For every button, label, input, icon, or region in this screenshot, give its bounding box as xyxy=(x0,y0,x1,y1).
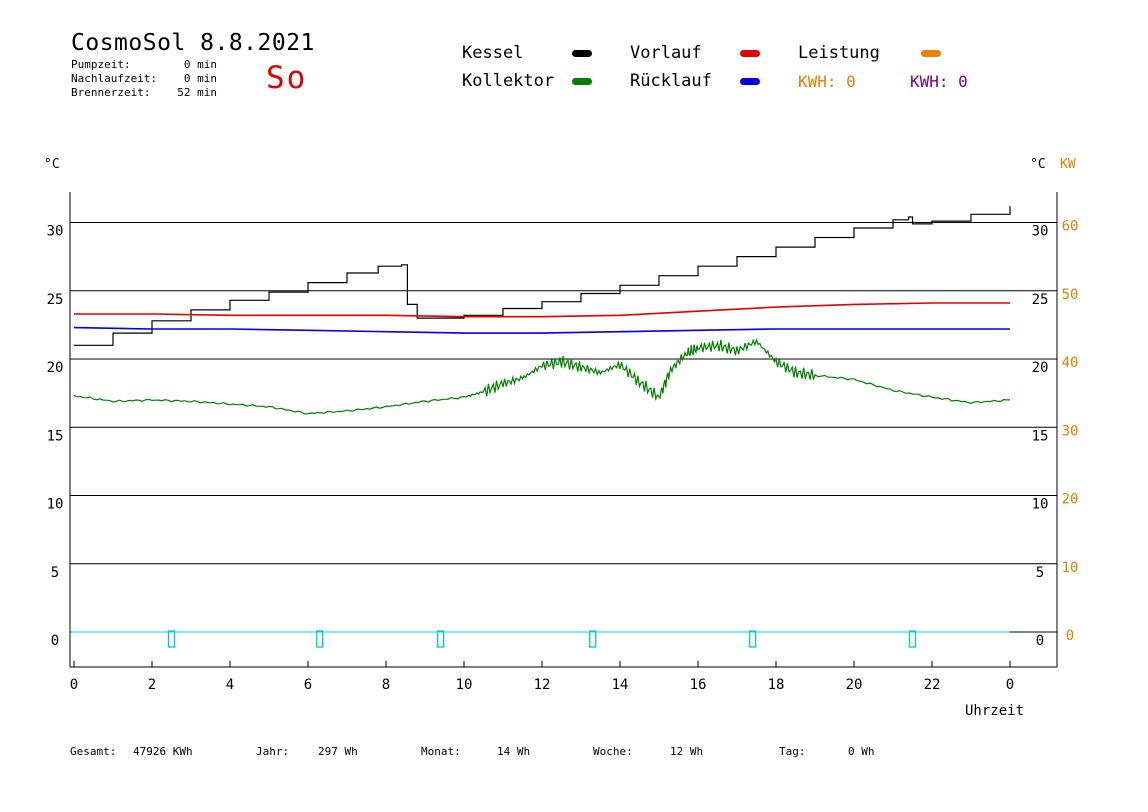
chart-title: CosmoSol 8.8.2021 xyxy=(71,30,315,56)
y2-tick-label: 60 xyxy=(1062,219,1079,235)
footer-value: 47926 KWh xyxy=(133,745,193,758)
y-tick-label-right: 25 xyxy=(1032,292,1049,308)
stat-value: 0 min xyxy=(183,72,217,85)
y-tick-label: 10 xyxy=(47,497,64,513)
x-tick-label: 4 xyxy=(226,677,234,693)
y2-tick-label: 40 xyxy=(1062,355,1079,371)
pump-marker xyxy=(908,630,917,648)
pump-marker xyxy=(167,630,176,648)
footer-label: Woche: xyxy=(593,745,633,758)
legend-swatch-vorlauf xyxy=(740,50,760,57)
x-axis-label: Uhrzeit xyxy=(965,703,1024,719)
pump-marker xyxy=(316,630,324,648)
x-tick-label: 14 xyxy=(612,677,629,693)
x-tick-label: 8 xyxy=(382,677,390,693)
x-tick-label: 0 xyxy=(1006,677,1014,693)
y2-tick-label: 20 xyxy=(1062,492,1079,508)
y-tick-label-right: 20 xyxy=(1032,360,1049,376)
x-tick-label: 16 xyxy=(690,677,707,693)
y-tick-label: 20 xyxy=(47,360,64,376)
x-tick-label: 22 xyxy=(924,677,941,693)
stat-label: Pumpzeit: xyxy=(71,58,131,71)
y2-tick-label: 10 xyxy=(1062,560,1079,576)
legend-swatch-kessel xyxy=(572,50,592,57)
series-line-kollektor xyxy=(73,338,1010,415)
y-tick-label-right: 30 xyxy=(1032,224,1049,240)
y2-tick-label: 0 xyxy=(1066,628,1074,644)
x-tick-label: 12 xyxy=(534,677,551,693)
legend-label-vorlauf: Vorlauf xyxy=(630,43,702,63)
x-tick-label: 6 xyxy=(304,677,312,693)
x-tick-label: 0 xyxy=(70,677,78,693)
footer-label: Tag: xyxy=(779,745,806,758)
legend-swatch-kollektor xyxy=(572,78,592,85)
series-line-vorlauf xyxy=(74,302,1010,318)
pump-marker xyxy=(436,630,445,648)
footer-label: Gesamt: xyxy=(70,745,117,758)
y-tick-label: 25 xyxy=(47,292,64,308)
footer-value: 297 Wh xyxy=(318,745,358,758)
temperature-chart: 0 2 4 6 8 10 12 14 16 18 20 22 0 0 5 10 15 20 25 30 0 5 10 15 20… xyxy=(44,157,1079,719)
kwh-value-1: KWH: 0 xyxy=(798,72,856,91)
x-tick-label: 18 xyxy=(768,677,785,693)
x-tick-label: 20 xyxy=(846,677,863,693)
stat-label: Brennerzeit: xyxy=(71,86,151,99)
stat-label: Nachlaufzeit: xyxy=(71,72,158,85)
footer-label: Jahr: xyxy=(256,745,290,758)
y2-tick-label: 50 xyxy=(1062,287,1079,303)
y-axis-unit-right: °C xyxy=(1030,157,1046,172)
x-tick-label: 2 xyxy=(148,677,156,693)
legend-label-leistung: Leistung xyxy=(798,43,880,63)
footer-value: 14 Wh xyxy=(497,745,531,758)
footer-value: 0 Wh xyxy=(848,745,875,758)
pump-marker xyxy=(748,630,757,648)
weekday-label: So xyxy=(266,60,308,96)
stat-value: 52 min xyxy=(177,86,217,99)
series-line-kessel xyxy=(74,206,1011,346)
y-tick-label-right: 0 xyxy=(1036,633,1044,649)
legend-label-kessel: Kessel xyxy=(462,43,524,63)
y-tick-label-right: 10 xyxy=(1032,497,1049,513)
y-tick-label: 0 xyxy=(51,633,59,649)
y-tick-label-right: 15 xyxy=(1032,428,1049,444)
y-tick-label: 15 xyxy=(47,428,64,444)
y-tick-label: 5 xyxy=(51,565,59,581)
legend-label-kollektor: Kollektor xyxy=(462,71,555,91)
y-tick-label-right: 5 xyxy=(1036,565,1044,581)
legend-swatch-ruecklauf xyxy=(740,78,760,85)
pump-marker xyxy=(589,630,597,648)
kwh-value-2: KWH: 0 xyxy=(910,72,968,91)
y-axis-unit-kw: KW xyxy=(1060,157,1076,172)
footer-value: 12 Wh xyxy=(670,745,704,758)
y-tick-label: 30 xyxy=(47,224,64,240)
y2-tick-label: 30 xyxy=(1062,423,1079,439)
y-axis-unit-left: °C xyxy=(44,157,60,172)
footer-label: Monat: xyxy=(421,745,461,758)
x-tick-label: 10 xyxy=(456,677,473,693)
stat-value: 0 min xyxy=(183,58,217,71)
series-line-ruecklauf xyxy=(73,326,1010,334)
legend-label-ruecklauf: Rücklauf xyxy=(630,71,712,91)
legend-swatch-leistung xyxy=(921,50,941,57)
